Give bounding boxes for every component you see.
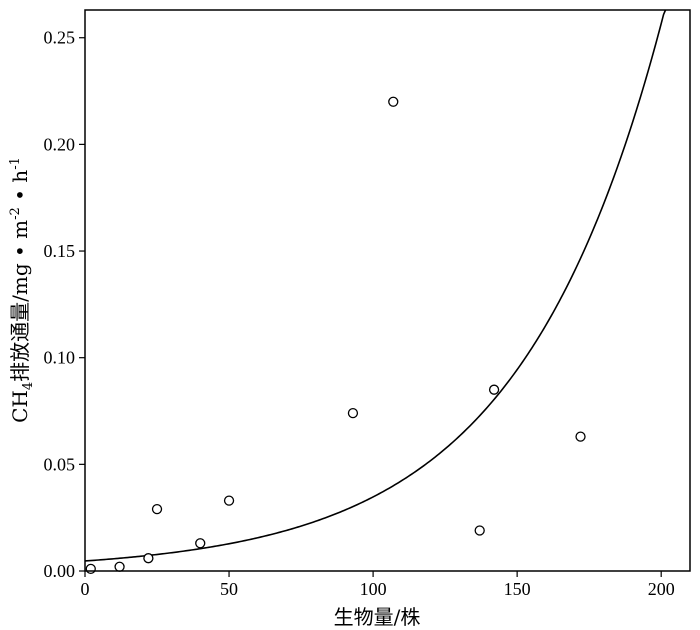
data-point: [575, 431, 586, 442]
y-axis-title-prefix: CH: [8, 390, 32, 423]
data-points-layer: [85, 96, 586, 575]
data-point: [474, 525, 485, 536]
plot-frame: [84, 9, 691, 572]
data-point: [143, 553, 154, 564]
x-tick-label: 50: [220, 579, 238, 599]
x-tick-label: 0: [81, 579, 90, 599]
x-tick-label: 150: [504, 579, 531, 599]
x-tick-label: 200: [648, 579, 675, 599]
data-point: [114, 561, 125, 572]
fit-curve-layer: [84, 9, 667, 562]
y-tick-label: 0.10: [44, 348, 76, 368]
y-tick-label: 0.05: [44, 454, 76, 474]
data-point: [488, 384, 500, 395]
y-axis-title-main: 排放通量/mg • m: [8, 220, 32, 382]
y-axis-ticks: 0.00 0.05 0.10 0.15 0.20 0.25: [44, 28, 85, 581]
fit-curve: [84, 9, 667, 562]
data-point: [347, 408, 359, 419]
y-tick-label: 0.15: [44, 241, 76, 261]
data-point: [388, 96, 399, 107]
y-tick-label: 0.20: [44, 134, 76, 154]
data-point: [151, 503, 163, 515]
x-axis-title: 生物量/株: [334, 605, 421, 629]
x-axis-ticks: 0 50 100 150 200: [81, 571, 675, 599]
y-axis-title-h-exponent: -1: [8, 157, 23, 170]
data-point: [85, 563, 96, 575]
data-point: [223, 495, 235, 506]
data-point: [195, 538, 206, 549]
y-axis-title-m-exponent: -2: [8, 207, 23, 220]
y-axis-title-mid: • h: [8, 170, 32, 208]
y-axis-title-subscript: 4: [21, 382, 36, 390]
x-tick-label: 100: [360, 579, 387, 599]
y-tick-label: 0.00: [44, 561, 76, 581]
y-axis-title: CH4排放通量/mg • m-2 • h-1: [8, 157, 36, 423]
y-tick-label: 0.25: [44, 28, 76, 48]
